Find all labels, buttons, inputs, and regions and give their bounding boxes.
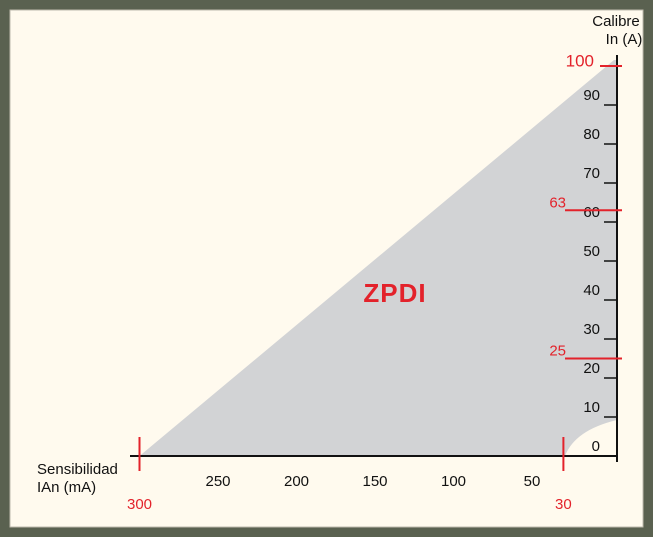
y-tick-label: 50 (583, 243, 600, 260)
y-tick-label: 0 (592, 438, 600, 455)
y-marker-label: 25 (549, 342, 566, 359)
logo: ZPDI (363, 278, 426, 308)
region (139, 60, 617, 456)
x-tick-label: 250 (205, 473, 230, 490)
y-tick-label: 40 (583, 282, 600, 299)
x-tick-label: 100 (441, 473, 466, 490)
y-marker-label: 63 (549, 194, 566, 211)
y-tick-label: 90 (583, 87, 600, 104)
x-tick-label: 50 (524, 473, 541, 490)
y-axis-label: In (A) (606, 31, 643, 48)
x-marker-label: 30 (555, 496, 572, 513)
x-tick-label: 150 (362, 473, 387, 490)
x-marker-label: 300 (127, 496, 152, 513)
x-axis-label: Sensibilidad (37, 461, 118, 478)
y-tick-label: 30 (583, 321, 600, 338)
x-tick-label: 200 (284, 473, 309, 490)
y-tick-label: 60 (583, 204, 600, 221)
y-marker-label: 100 (566, 51, 594, 70)
y-axis-label: Calibre (592, 13, 640, 30)
y-tick-label: 20 (583, 360, 600, 377)
y-tick-label: 10 (583, 399, 600, 416)
x-axis-label: IAn (mA) (37, 479, 96, 496)
y-tick-label: 70 (583, 165, 600, 182)
y-tick-label: 80 (583, 126, 600, 143)
